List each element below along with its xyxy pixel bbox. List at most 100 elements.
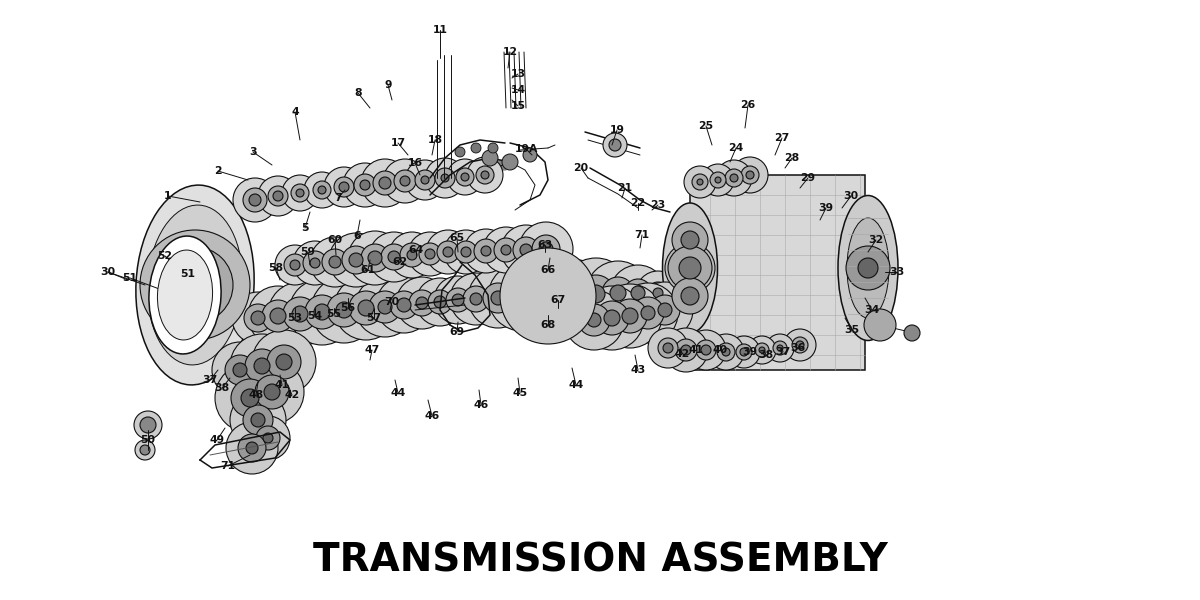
Circle shape	[686, 330, 726, 370]
Circle shape	[604, 310, 620, 326]
Circle shape	[360, 180, 370, 190]
Circle shape	[653, 288, 662, 298]
Circle shape	[461, 173, 469, 181]
Ellipse shape	[847, 218, 889, 318]
Circle shape	[529, 277, 568, 315]
Circle shape	[334, 177, 354, 197]
Circle shape	[241, 389, 259, 407]
Circle shape	[722, 348, 730, 356]
Circle shape	[678, 256, 702, 280]
Circle shape	[444, 230, 488, 274]
Circle shape	[254, 358, 270, 374]
Circle shape	[355, 277, 415, 337]
Circle shape	[746, 171, 754, 179]
Circle shape	[452, 294, 464, 306]
Circle shape	[314, 304, 330, 320]
Circle shape	[482, 283, 514, 313]
Circle shape	[455, 147, 466, 157]
Circle shape	[248, 286, 308, 346]
Circle shape	[289, 279, 355, 345]
Text: 32: 32	[869, 235, 883, 245]
Text: 39: 39	[743, 347, 757, 357]
Circle shape	[682, 287, 698, 305]
Circle shape	[157, 247, 233, 323]
Circle shape	[370, 232, 419, 282]
Circle shape	[476, 166, 494, 184]
Circle shape	[672, 278, 708, 314]
Circle shape	[864, 309, 896, 341]
Circle shape	[304, 172, 340, 208]
Circle shape	[400, 243, 424, 267]
Circle shape	[274, 191, 283, 201]
Circle shape	[684, 166, 716, 198]
Circle shape	[329, 233, 383, 287]
Circle shape	[520, 244, 532, 256]
Circle shape	[368, 251, 382, 265]
Circle shape	[784, 329, 816, 361]
Circle shape	[242, 405, 274, 435]
Text: 7: 7	[334, 193, 342, 203]
Circle shape	[226, 355, 256, 385]
Circle shape	[390, 291, 418, 319]
Circle shape	[296, 189, 304, 197]
Text: 12: 12	[503, 47, 517, 57]
Circle shape	[421, 176, 430, 184]
Circle shape	[725, 169, 743, 187]
Circle shape	[416, 297, 428, 309]
Text: 64: 64	[408, 245, 424, 255]
Text: 59: 59	[300, 247, 316, 257]
Circle shape	[244, 304, 272, 332]
Circle shape	[406, 160, 445, 200]
Circle shape	[252, 330, 316, 394]
Circle shape	[134, 411, 162, 439]
Circle shape	[647, 282, 670, 304]
Text: 45: 45	[512, 388, 528, 398]
Circle shape	[354, 174, 376, 196]
Text: 37: 37	[775, 347, 791, 357]
Circle shape	[470, 293, 482, 305]
Circle shape	[692, 174, 708, 190]
Circle shape	[610, 285, 626, 301]
Circle shape	[467, 157, 503, 193]
Circle shape	[275, 245, 314, 285]
Text: 13: 13	[510, 69, 526, 79]
Circle shape	[376, 277, 432, 333]
Circle shape	[598, 284, 662, 348]
Text: 26: 26	[740, 100, 756, 110]
Circle shape	[446, 288, 470, 312]
Circle shape	[514, 237, 539, 263]
Ellipse shape	[149, 236, 221, 354]
Circle shape	[710, 172, 726, 188]
Circle shape	[268, 186, 288, 206]
Text: 35: 35	[845, 325, 859, 335]
Circle shape	[846, 246, 890, 290]
Circle shape	[618, 283, 678, 343]
Circle shape	[305, 295, 340, 329]
Circle shape	[388, 251, 400, 263]
Text: 50: 50	[140, 435, 156, 445]
Circle shape	[631, 286, 646, 300]
Circle shape	[373, 171, 397, 195]
Circle shape	[340, 182, 349, 192]
Circle shape	[415, 170, 436, 190]
Text: 60: 60	[328, 235, 342, 245]
Circle shape	[242, 188, 266, 212]
Circle shape	[637, 282, 694, 338]
Circle shape	[370, 291, 401, 323]
Circle shape	[407, 250, 418, 260]
Text: 5: 5	[301, 223, 308, 233]
Circle shape	[262, 300, 294, 332]
Circle shape	[230, 334, 294, 398]
Circle shape	[538, 286, 558, 306]
Circle shape	[560, 258, 632, 330]
Circle shape	[682, 345, 691, 355]
Circle shape	[250, 194, 262, 206]
Circle shape	[474, 239, 498, 263]
Circle shape	[436, 168, 455, 188]
Text: 44: 44	[569, 380, 583, 390]
Circle shape	[716, 160, 752, 196]
Circle shape	[701, 345, 710, 355]
Text: 53: 53	[288, 313, 302, 323]
Text: 34: 34	[864, 305, 880, 315]
Circle shape	[293, 241, 337, 285]
